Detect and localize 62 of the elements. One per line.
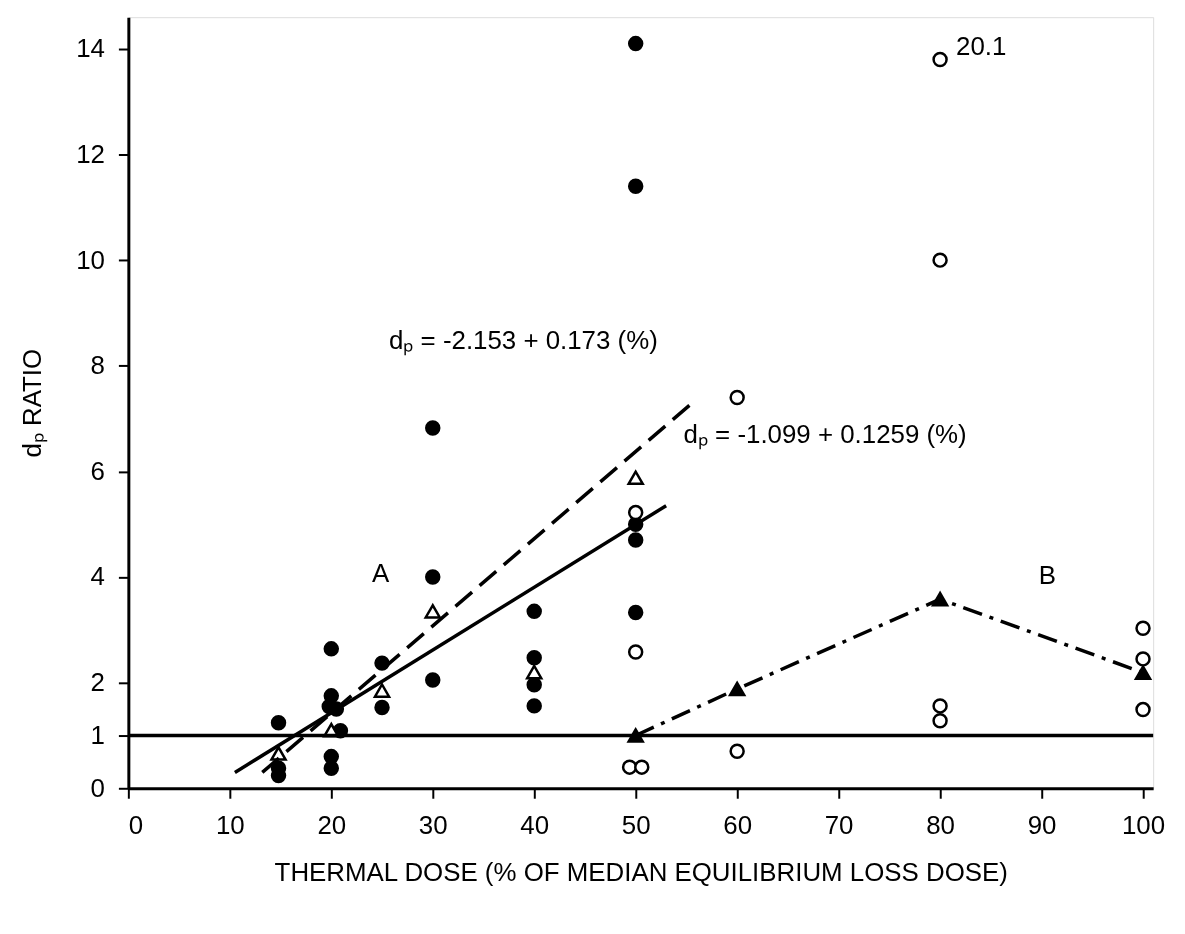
point — [425, 569, 441, 585]
point — [373, 683, 391, 698]
x-tick-label: 0 — [128, 810, 144, 839]
y-tick-label: 8 — [90, 351, 105, 380]
point — [621, 759, 638, 775]
point — [932, 712, 948, 729]
point — [932, 698, 948, 714]
y-tick-label: 2 — [90, 668, 105, 697]
point — [627, 644, 644, 660]
y-tick-label: 4 — [90, 562, 105, 591]
point — [525, 664, 543, 680]
y-tick-label: 0 — [90, 773, 105, 802]
point — [627, 178, 644, 194]
y-tick-label: 14 — [76, 34, 105, 63]
x-tick-label: 90 — [1027, 810, 1057, 839]
x-tick-label: 20 — [317, 810, 347, 839]
annotation: 20.1 — [956, 32, 1007, 61]
x-tick-label: 70 — [824, 810, 854, 839]
annotation: A — [372, 559, 391, 588]
point — [323, 760, 340, 776]
point — [627, 504, 644, 521]
x-tick-label: 50 — [621, 810, 651, 839]
x-axis-title: THERMAL DOSE (% OF MEDIAN EQUILIBRIUM LOSS DOSE) — [274, 858, 1008, 887]
point — [270, 715, 287, 731]
y-tick-label: 10 — [76, 245, 105, 274]
x-tick-label: 10 — [215, 810, 245, 839]
point — [932, 51, 948, 68]
point — [627, 35, 644, 52]
point — [526, 650, 542, 666]
point — [728, 681, 746, 697]
point — [425, 420, 441, 436]
point — [932, 252, 948, 268]
point — [374, 699, 390, 716]
point — [424, 604, 442, 619]
annotation: dₚ = -2.153 + 0.173 (%) — [389, 325, 658, 356]
point — [425, 672, 441, 688]
y-axis-title: dₚ RATIO — [18, 348, 49, 458]
point — [627, 470, 644, 486]
point — [627, 532, 644, 548]
x-tick-label: 40 — [520, 810, 550, 839]
y-tick-label: 12 — [76, 139, 105, 168]
y-tick-label: 6 — [90, 456, 105, 485]
point — [634, 759, 650, 775]
point — [526, 603, 542, 620]
point — [729, 389, 745, 406]
x-tick-label: 60 — [723, 810, 753, 839]
annotation: B — [1038, 561, 1056, 590]
point — [729, 743, 745, 760]
annotation: dₚ = -1.099 + 0.1259 (%) — [683, 420, 967, 451]
point — [526, 677, 542, 693]
y-tick-label: 1 — [90, 720, 105, 749]
x-tick-label: 30 — [418, 810, 448, 839]
point — [526, 698, 542, 714]
point — [323, 641, 340, 657]
point — [1135, 701, 1151, 718]
point — [1135, 620, 1151, 636]
point — [1134, 665, 1152, 680]
x-tick-label: 100 — [1121, 810, 1166, 839]
point — [1135, 651, 1151, 667]
x-tick-label: 80 — [926, 810, 955, 839]
point — [931, 591, 949, 607]
point — [627, 604, 644, 621]
